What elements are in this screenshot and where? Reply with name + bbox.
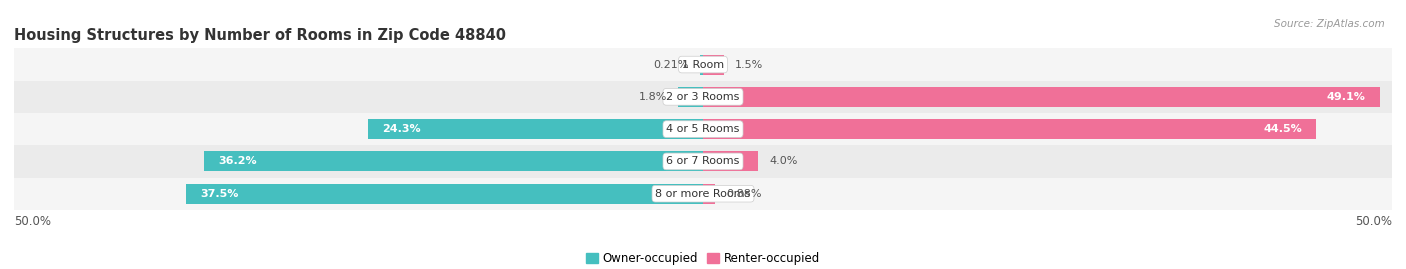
Text: 50.0%: 50.0%: [14, 215, 51, 228]
Bar: [368, 119, 703, 139]
Text: 37.5%: 37.5%: [200, 189, 239, 199]
Text: 1 Room: 1 Room: [682, 59, 724, 70]
Text: 44.5%: 44.5%: [1264, 124, 1302, 134]
Text: 4.0%: 4.0%: [769, 156, 797, 167]
Text: Source: ZipAtlas.com: Source: ZipAtlas.com: [1274, 19, 1385, 29]
Bar: [14, 113, 1392, 145]
Bar: [703, 87, 1379, 107]
Bar: [703, 55, 724, 75]
Text: 24.3%: 24.3%: [382, 124, 420, 134]
Text: 4 or 5 Rooms: 4 or 5 Rooms: [666, 124, 740, 134]
Text: 1.5%: 1.5%: [735, 59, 763, 70]
Text: 0.21%: 0.21%: [654, 59, 689, 70]
Bar: [703, 151, 758, 171]
Bar: [14, 178, 1392, 210]
Bar: [186, 184, 703, 204]
Text: 8 or more Rooms: 8 or more Rooms: [655, 189, 751, 199]
Bar: [14, 81, 1392, 113]
Text: 6 or 7 Rooms: 6 or 7 Rooms: [666, 156, 740, 167]
Text: 50.0%: 50.0%: [1355, 215, 1392, 228]
Legend: Owner-occupied, Renter-occupied: Owner-occupied, Renter-occupied: [586, 252, 820, 265]
Bar: [204, 151, 703, 171]
Text: 49.1%: 49.1%: [1327, 92, 1365, 102]
Text: 0.88%: 0.88%: [725, 189, 762, 199]
Bar: [700, 55, 703, 75]
Bar: [678, 87, 703, 107]
Bar: [14, 145, 1392, 178]
Text: 36.2%: 36.2%: [218, 156, 257, 167]
Bar: [703, 184, 716, 204]
Text: 2 or 3 Rooms: 2 or 3 Rooms: [666, 92, 740, 102]
Bar: [14, 48, 1392, 81]
Text: 1.8%: 1.8%: [638, 92, 668, 102]
Text: Housing Structures by Number of Rooms in Zip Code 48840: Housing Structures by Number of Rooms in…: [14, 28, 506, 43]
Bar: [703, 119, 1316, 139]
